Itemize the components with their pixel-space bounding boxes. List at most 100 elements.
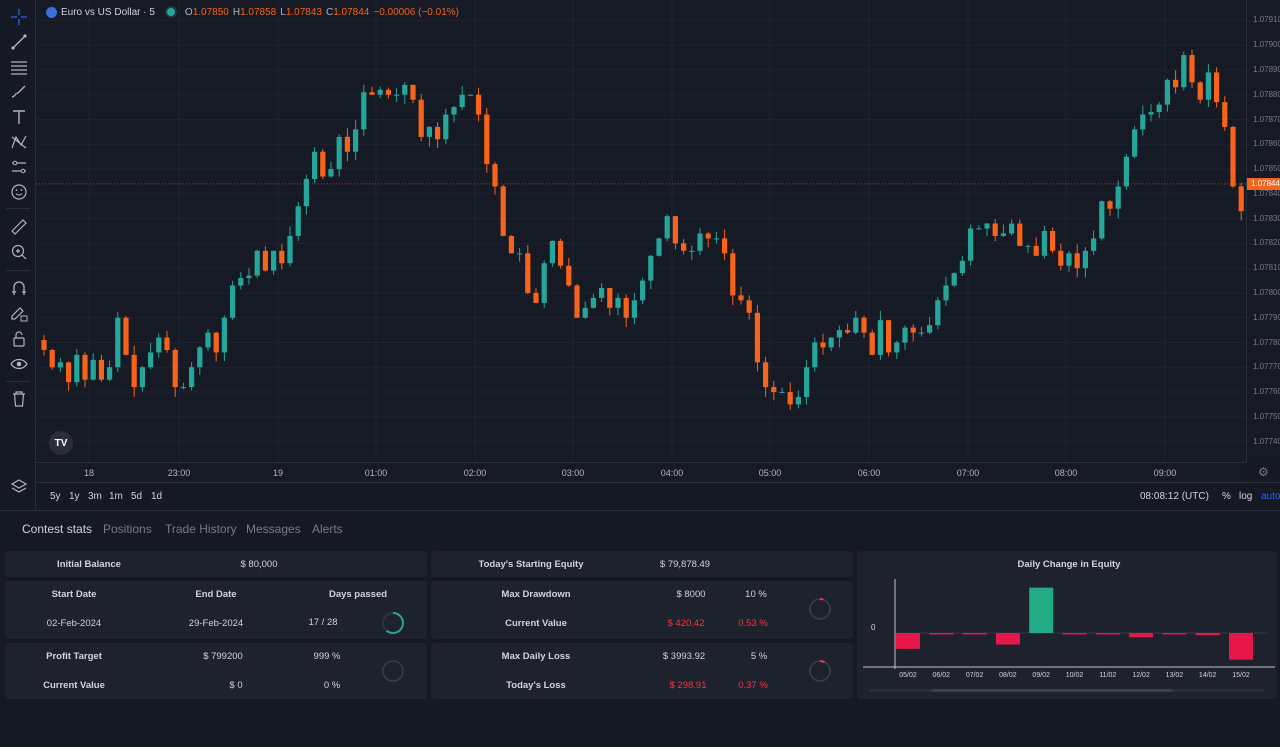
tab-alerts[interactable]: Alerts bbox=[312, 522, 343, 536]
candle bbox=[172, 348, 178, 397]
range-1m[interactable]: 1m bbox=[109, 491, 123, 502]
tab-messages[interactable]: Messages bbox=[246, 522, 301, 536]
price-tick: 1.07740 bbox=[1253, 436, 1280, 446]
candle bbox=[640, 277, 646, 304]
time-tick: 01:00 bbox=[364, 468, 388, 478]
time-axis[interactable]: 18 23:00 19 01:00 02:00 03:00 04:00 05:00 06:00 0… bbox=[36, 462, 1246, 482]
candle bbox=[1164, 78, 1170, 112]
candle bbox=[49, 348, 55, 370]
time-tick: 04:00 bbox=[660, 468, 684, 478]
candle bbox=[394, 87, 400, 103]
price-tick: 1.07900 bbox=[1253, 40, 1280, 50]
candle bbox=[1140, 105, 1146, 136]
utc-clock[interactable]: 08:08:12 (UTC) bbox=[1140, 491, 1209, 502]
candle bbox=[869, 329, 875, 356]
price-axis[interactable]: 1.07910 1.07900 1.07890 1.07880 1.07870 1.078… bbox=[1246, 0, 1280, 462]
drawing-toolbar bbox=[0, 0, 36, 510]
range-5d[interactable]: 5d bbox=[131, 491, 143, 502]
tab-trade-history[interactable]: Trade History bbox=[165, 522, 237, 536]
brush-icon[interactable] bbox=[8, 81, 30, 103]
candle bbox=[886, 319, 892, 357]
gear-icon[interactable]: ⚙ bbox=[1258, 465, 1269, 479]
equity-category-label: 15/02 bbox=[1232, 672, 1250, 679]
candle bbox=[1066, 251, 1072, 272]
tradingview-logo[interactable]: TV bbox=[49, 431, 73, 455]
price-tick: 1.07800 bbox=[1253, 287, 1280, 297]
candle bbox=[558, 238, 564, 269]
symbol-legend: Euro vs US Dollar · 5 O 1.07850 H 1.07858 … bbox=[46, 5, 463, 19]
candle bbox=[57, 357, 63, 373]
pattern-icon[interactable] bbox=[8, 131, 30, 153]
candle bbox=[328, 161, 334, 178]
candle bbox=[320, 149, 326, 179]
candle bbox=[664, 214, 670, 242]
emoji-icon[interactable] bbox=[8, 181, 30, 203]
candle bbox=[1009, 219, 1015, 236]
crosshair-icon[interactable] bbox=[8, 6, 30, 28]
auto-toggle[interactable]: auto bbox=[1261, 491, 1280, 502]
candle bbox=[410, 84, 416, 104]
range-1y[interactable]: 1y bbox=[69, 491, 80, 502]
drawdown-current-pct: 0.53 % bbox=[738, 618, 768, 629]
current-value-pct: 0 % bbox=[323, 680, 341, 691]
candle bbox=[369, 86, 375, 95]
candle bbox=[238, 272, 244, 290]
candle bbox=[1205, 64, 1211, 108]
candle bbox=[1222, 96, 1228, 131]
candle bbox=[90, 353, 96, 381]
candle bbox=[697, 228, 703, 256]
candle bbox=[1099, 200, 1105, 241]
magnet-icon[interactable] bbox=[8, 277, 30, 299]
time-tick: 19 bbox=[272, 468, 284, 478]
layers-icon[interactable] bbox=[8, 476, 30, 498]
candle bbox=[795, 390, 801, 409]
start-date-value: 02-Feb-2024 bbox=[46, 618, 102, 629]
price-tick: 1.07760 bbox=[1253, 387, 1280, 397]
fib-icon[interactable] bbox=[8, 56, 30, 78]
percent-toggle[interactable]: % bbox=[1222, 491, 1231, 502]
log-toggle[interactable]: log bbox=[1239, 491, 1253, 502]
tab-contest-stats[interactable]: Contest stats bbox=[22, 522, 93, 536]
candle bbox=[590, 293, 596, 309]
candle bbox=[467, 94, 473, 97]
range-1d[interactable]: 1d bbox=[151, 491, 163, 502]
candle bbox=[935, 296, 941, 330]
equity-category-label: 13/02 bbox=[1166, 672, 1184, 679]
candle bbox=[631, 293, 637, 325]
max-daily-loss-value: $ 3993.92 bbox=[662, 651, 706, 662]
todays-loss-pct: 0.37 % bbox=[738, 680, 768, 691]
candle bbox=[287, 226, 293, 267]
candle bbox=[992, 219, 998, 242]
lock-draw-icon[interactable] bbox=[8, 302, 30, 324]
range-3m[interactable]: 3m bbox=[88, 491, 102, 502]
candle bbox=[607, 287, 613, 316]
candle bbox=[804, 359, 810, 405]
candle bbox=[771, 380, 777, 401]
candle bbox=[648, 255, 654, 290]
end-date-value: 29-Feb-2024 bbox=[188, 618, 244, 629]
candle bbox=[1181, 51, 1187, 91]
trend-line-icon[interactable] bbox=[8, 31, 30, 53]
drawdown-progress-ring bbox=[809, 598, 831, 620]
prediction-icon[interactable] bbox=[8, 156, 30, 178]
time-tick: 08:00 bbox=[1054, 468, 1078, 478]
range-5y[interactable]: 5y bbox=[50, 491, 61, 502]
equity-bar bbox=[1029, 587, 1054, 633]
zoom-icon[interactable] bbox=[8, 241, 30, 263]
ruler-icon[interactable] bbox=[8, 216, 30, 238]
text-icon[interactable] bbox=[8, 106, 30, 128]
chart-canvas[interactable] bbox=[36, 0, 1246, 462]
symbol-title[interactable]: Euro vs US Dollar · 5 bbox=[61, 6, 155, 18]
lock-icon[interactable] bbox=[8, 328, 30, 350]
candle bbox=[377, 86, 383, 99]
candlestick-chart[interactable] bbox=[36, 0, 1246, 462]
candle bbox=[82, 352, 88, 388]
candle bbox=[295, 201, 301, 241]
candle bbox=[836, 325, 842, 348]
candle bbox=[1132, 126, 1138, 159]
tab-positions[interactable]: Positions bbox=[103, 522, 152, 536]
candle bbox=[910, 324, 916, 342]
trash-icon[interactable] bbox=[8, 388, 30, 410]
price-tick: 1.07880 bbox=[1253, 89, 1280, 99]
eye-icon[interactable] bbox=[8, 353, 30, 375]
